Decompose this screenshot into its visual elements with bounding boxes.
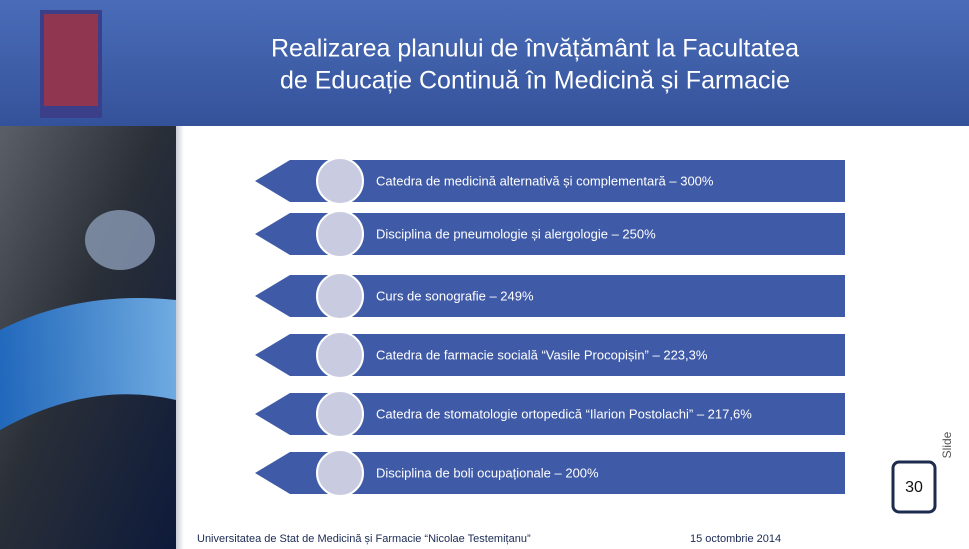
title-line: Realizarea planului de învățământ la Fac… <box>271 35 799 63</box>
slide-number-box <box>891 460 937 514</box>
item-banner <box>255 213 845 255</box>
swoosh <box>0 298 176 430</box>
footer-university: Universitatea de Stat de Medicină și Far… <box>197 533 531 545</box>
slide-label: Slide <box>940 431 954 458</box>
photo-figure <box>85 210 155 270</box>
item-banner <box>255 334 845 376</box>
item-circle <box>316 331 364 379</box>
item-banner <box>255 393 845 435</box>
item-text: Catedra de stomatologie ortopedică “Ilar… <box>376 406 752 421</box>
item-banner <box>255 275 845 317</box>
item-banner <box>255 452 845 494</box>
footer-date: 15 octombrie 2014 <box>690 533 781 545</box>
item-text: Disciplina de pneumologie și alergologie… <box>376 226 656 241</box>
item-text: Catedra de medicină alternativă și compl… <box>376 173 714 188</box>
item-text: Disciplina de boli ocupaționale – 200% <box>376 465 599 480</box>
item-text: Catedra de farmacie socială “Vasile Proc… <box>376 347 708 362</box>
items: Catedra de medicină alternativă și compl… <box>255 157 845 497</box>
item-circle <box>316 210 364 258</box>
item-circle <box>316 449 364 497</box>
header-band <box>0 0 969 126</box>
item-circle <box>316 157 364 205</box>
item-circle <box>316 390 364 438</box>
item-circle <box>316 272 364 320</box>
item-text: Curs de sonografie – 249% <box>376 288 534 303</box>
title-line: de Educație Continuă în Medicină și Farm… <box>280 67 790 95</box>
slide-number: 30 <box>905 479 923 496</box>
item-banner <box>255 160 845 202</box>
divider <box>176 126 184 549</box>
logo-pattern <box>44 14 98 106</box>
